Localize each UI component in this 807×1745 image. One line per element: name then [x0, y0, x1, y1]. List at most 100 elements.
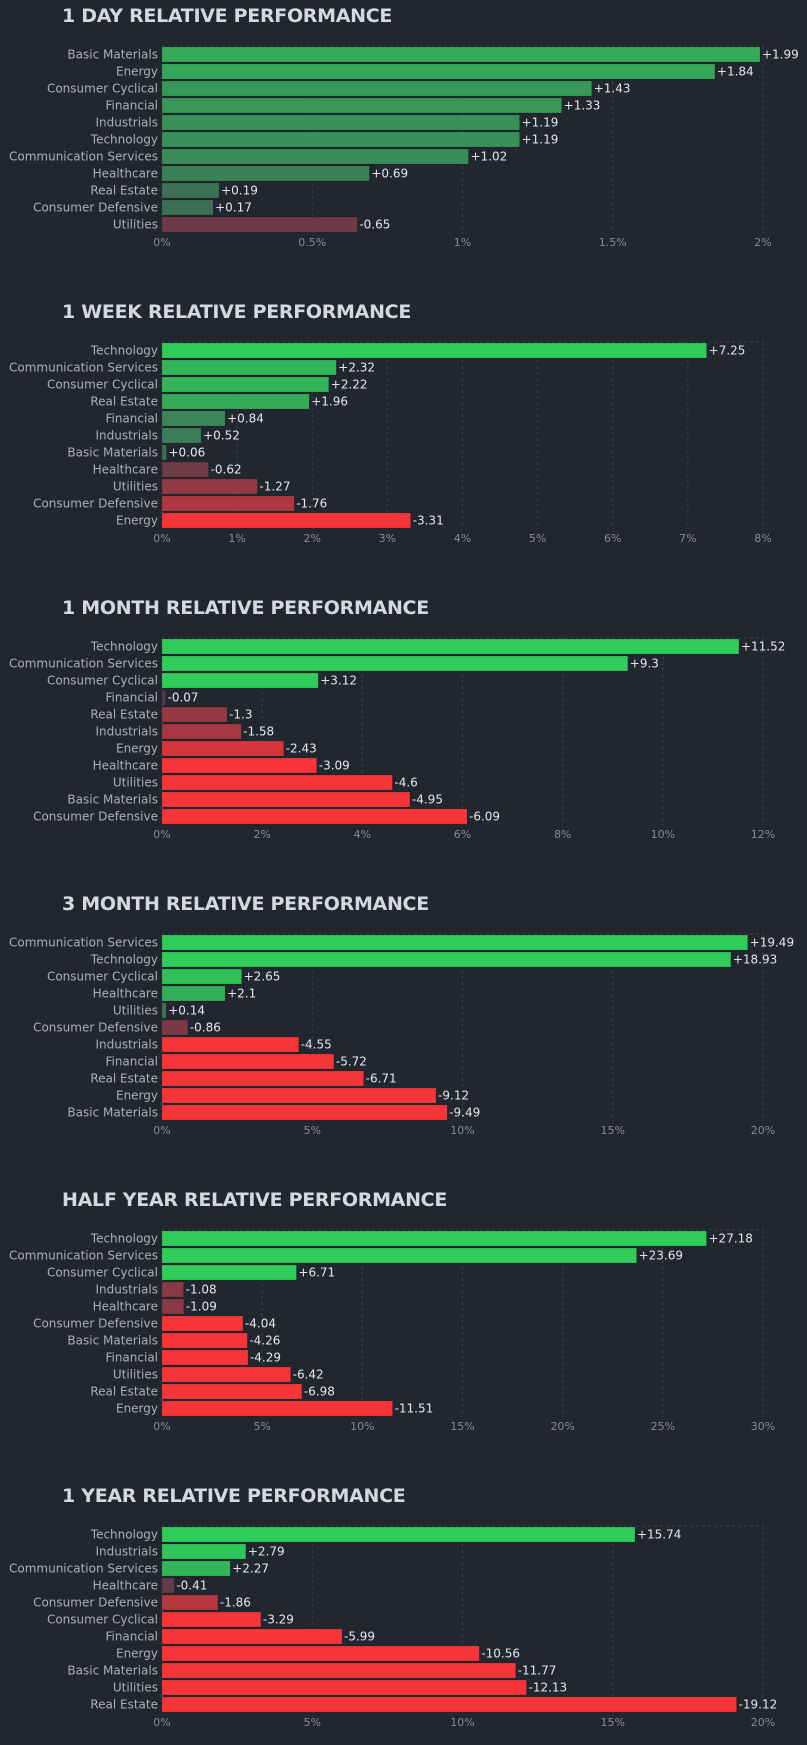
bar[interactable]: [161, 1247, 637, 1264]
bar[interactable]: [161, 393, 310, 410]
bar[interactable]: [161, 410, 226, 427]
bar-chart: Basic Materials +1.99 Energy +1.84 Consumer …: [9, 45, 799, 249]
bar[interactable]: [161, 1315, 244, 1332]
bar[interactable]: [161, 1366, 291, 1383]
bar[interactable]: [161, 1036, 299, 1053]
category-label: Technology: [90, 1528, 158, 1542]
value-label: -1.09: [186, 1300, 217, 1314]
bar[interactable]: [161, 182, 220, 199]
value-label: +1.33: [564, 99, 601, 113]
value-label: -0.62: [211, 463, 242, 477]
value-label: -3.29: [263, 1613, 294, 1627]
bar[interactable]: [161, 1696, 737, 1713]
tick-label: 15%: [601, 1716, 625, 1729]
bar[interactable]: [161, 757, 318, 774]
bar[interactable]: [161, 1070, 364, 1087]
bar[interactable]: [161, 165, 370, 182]
bar[interactable]: [161, 1019, 189, 1036]
bar[interactable]: [161, 951, 732, 968]
bar[interactable]: [161, 512, 411, 529]
bar[interactable]: [161, 706, 228, 723]
bar[interactable]: [161, 1087, 437, 1104]
bar[interactable]: [161, 1298, 185, 1315]
tick-label: 12%: [751, 828, 775, 841]
bar[interactable]: [161, 342, 707, 359]
bar[interactable]: [161, 199, 214, 216]
bar[interactable]: [161, 495, 295, 512]
category-label: Industrials: [95, 725, 158, 739]
bar[interactable]: [161, 723, 242, 740]
value-label: -6.98: [304, 1385, 335, 1399]
bar[interactable]: [161, 1679, 527, 1696]
bar[interactable]: [161, 672, 319, 689]
chart-title: HALF YEAR RELATIVE PERFORMANCE: [62, 1189, 447, 1211]
category-label: Healthcare: [93, 167, 158, 181]
bar[interactable]: [161, 968, 242, 985]
bar[interactable]: [161, 1264, 297, 1281]
bar[interactable]: [161, 740, 284, 757]
category-label: Consumer Cyclical: [47, 82, 158, 96]
bar[interactable]: [161, 1053, 335, 1070]
category-label: Healthcare: [93, 1300, 158, 1314]
bar[interactable]: [161, 1400, 393, 1417]
bar[interactable]: [161, 1645, 480, 1662]
bar[interactable]: [161, 114, 520, 131]
bar[interactable]: [161, 1104, 448, 1121]
category-label: Industrials: [95, 1038, 158, 1052]
bar[interactable]: [161, 774, 393, 791]
category-label: Industrials: [95, 1545, 158, 1559]
bar[interactable]: [161, 1560, 231, 1577]
value-label: +2.27: [232, 1562, 269, 1576]
category-label: Real Estate: [90, 1385, 158, 1399]
bar[interactable]: [161, 1002, 167, 1019]
bar[interactable]: [161, 80, 592, 97]
bar[interactable]: [161, 1332, 248, 1349]
bar[interactable]: [161, 808, 468, 825]
category-label: Utilities: [113, 218, 158, 232]
bar[interactable]: [161, 478, 258, 495]
bar[interactable]: [161, 1383, 303, 1400]
category-label: Consumer Defensive: [33, 1021, 158, 1035]
value-label: -12.13: [529, 1681, 568, 1695]
value-label: +18.93: [733, 953, 777, 967]
bar[interactable]: [161, 63, 716, 80]
category-label: Basic Materials: [67, 793, 158, 807]
chart-title: 3 MONTH RELATIVE PERFORMANCE: [62, 893, 429, 915]
bar[interactable]: [161, 1577, 175, 1594]
category-label: Basic Materials: [67, 48, 158, 62]
bar[interactable]: [161, 359, 337, 376]
tick-label: 1%: [454, 236, 471, 249]
bar[interactable]: [161, 461, 209, 478]
bar[interactable]: [161, 46, 761, 63]
tick-label: 5%: [253, 1420, 270, 1433]
bar[interactable]: [161, 1543, 247, 1560]
bar[interactable]: [161, 1594, 219, 1611]
bar[interactable]: [161, 148, 469, 165]
bar[interactable]: [161, 131, 520, 148]
bar[interactable]: [161, 444, 167, 461]
bar[interactable]: [161, 97, 562, 114]
bar[interactable]: [161, 791, 411, 808]
bar[interactable]: [161, 638, 740, 655]
bar[interactable]: [161, 216, 358, 233]
bar[interactable]: [161, 1349, 249, 1366]
bar[interactable]: [161, 655, 629, 672]
bar[interactable]: [161, 1281, 184, 1298]
tick-label: 2%: [304, 532, 321, 545]
tick-label: 10%: [450, 1124, 474, 1137]
bar[interactable]: [161, 934, 748, 951]
category-label: Utilities: [113, 1004, 158, 1018]
tick-label: 6%: [604, 532, 621, 545]
category-label: Healthcare: [93, 759, 158, 773]
bar[interactable]: [161, 985, 226, 1002]
bar[interactable]: [161, 1662, 516, 1679]
bar[interactable]: [161, 427, 202, 444]
bar[interactable]: [161, 1611, 262, 1628]
category-label: Financial: [105, 1630, 158, 1644]
bar[interactable]: [161, 1628, 343, 1645]
bar[interactable]: [161, 689, 166, 706]
bar[interactable]: [161, 1526, 636, 1543]
bar[interactable]: [161, 376, 330, 393]
tick-label: 10%: [450, 1716, 474, 1729]
bar[interactable]: [161, 1230, 707, 1247]
